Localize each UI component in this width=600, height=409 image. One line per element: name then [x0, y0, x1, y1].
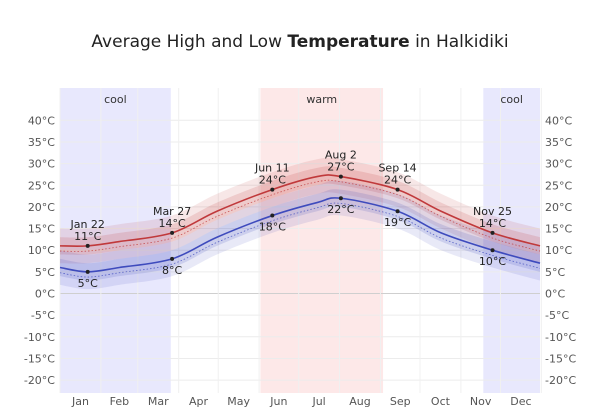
y-tick-label-right: -15°C — [545, 352, 576, 365]
annotation-point — [338, 196, 343, 201]
y-tick-label-left: -15°C — [24, 352, 55, 365]
chart-title-bold: Temperature — [287, 32, 410, 52]
annotation-point — [170, 256, 175, 261]
y-tick-label-left: -10°C — [24, 331, 55, 344]
annotation-date: Jun 11 — [254, 162, 290, 175]
annotation-point — [85, 269, 90, 274]
y-tick-label-right: 25°C — [545, 179, 572, 192]
y-tick-label-right: 5°C — [545, 266, 565, 279]
annotation-point — [170, 230, 175, 235]
annotation-point — [490, 230, 495, 235]
x-tick-label: May — [227, 395, 250, 408]
x-tick-label: Sep — [390, 395, 411, 408]
annotation-point — [490, 248, 495, 253]
season-band — [260, 88, 384, 393]
series-dotted-line — [59, 179, 541, 252]
y-tick-label-left: 35°C — [28, 136, 55, 149]
y-tick-label-right: 15°C — [545, 223, 572, 236]
y-tick-label-right: -5°C — [545, 309, 569, 322]
annotation-point — [270, 187, 275, 192]
y-tick-label-right: 35°C — [545, 136, 572, 149]
annotation-value: 10°C — [479, 255, 506, 268]
x-tick-label: Feb — [110, 395, 129, 408]
annotation-date: Mar 27 — [153, 205, 191, 218]
annotation-value: 14°C — [158, 217, 185, 230]
annotation-point — [395, 209, 400, 214]
x-tick-label: Aug — [349, 395, 370, 408]
annotation-date: Nov 25 — [473, 205, 512, 218]
y-tick-label-left: 30°C — [28, 158, 55, 171]
x-tick-label: Apr — [189, 395, 209, 408]
season-band — [483, 88, 540, 393]
season-band — [60, 88, 171, 393]
annotation-value: 22°C — [327, 203, 354, 216]
series-line — [59, 174, 541, 247]
season-label: cool — [500, 93, 523, 106]
chart-title-prefix: Average High and Low — [91, 32, 288, 52]
annotation-point — [270, 213, 275, 218]
annotation-point — [338, 174, 343, 179]
annotation-value: 19°C — [384, 216, 411, 229]
series-dotted-line — [59, 202, 541, 278]
y-tick-label-right: 20°C — [545, 201, 572, 214]
annotation-value: 11°C — [74, 230, 101, 243]
annotation-value: 5°C — [78, 277, 98, 290]
y-tick-label-left: 5°C — [35, 266, 55, 279]
annotation-date: Aug 2 — [325, 149, 357, 162]
season-label: cool — [104, 93, 127, 106]
y-tick-label-left: 20°C — [28, 201, 55, 214]
season-label: warm — [306, 93, 337, 106]
y-tick-label-right: -20°C — [545, 374, 576, 387]
x-tick-label: Jun — [269, 395, 287, 408]
annotation-value: 18°C — [259, 221, 286, 234]
percentile-band-outer — [60, 180, 540, 290]
x-tick-label: Dec — [510, 395, 531, 408]
y-tick-label-right: 0°C — [545, 288, 565, 301]
y-tick-label-left: 40°C — [28, 114, 55, 127]
chart-title-suffix: in Halkidiki — [409, 32, 509, 52]
y-tick-label-left: 15°C — [28, 223, 55, 236]
annotation-value: 8°C — [162, 264, 182, 277]
percentile-band-inner — [60, 189, 540, 281]
y-tick-label-left: 10°C — [28, 244, 55, 257]
y-tick-label-left: -20°C — [24, 374, 55, 387]
y-tick-label-right: 40°C — [545, 114, 572, 127]
annotation-date: Sep 14 — [378, 162, 416, 175]
y-tick-label-right: 30°C — [545, 158, 572, 171]
series-line — [59, 197, 541, 273]
annotation-value: 14°C — [479, 217, 506, 230]
annotation-value: 24°C — [384, 174, 411, 187]
y-tick-label-left: 0°C — [35, 288, 55, 301]
percentile-band-outer — [60, 157, 540, 264]
annotation-point — [85, 243, 90, 248]
y-tick-label-right: -10°C — [545, 331, 576, 344]
y-tick-label-right: 10°C — [545, 244, 572, 257]
chart-title: Average High and Low Temperature in Halk… — [0, 32, 600, 52]
x-tick-label: Oct — [431, 395, 451, 408]
percentile-band-inner — [60, 166, 540, 255]
x-tick-label: Jan — [71, 395, 89, 408]
annotation-value: 27°C — [327, 161, 354, 174]
x-tick-label: Nov — [470, 395, 492, 408]
y-tick-label-left: -5°C — [31, 309, 55, 322]
annotation-date: Jan 22 — [69, 218, 104, 231]
y-tick-label-left: 25°C — [28, 179, 55, 192]
x-tick-label: Jul — [311, 395, 325, 408]
annotation-point — [395, 187, 400, 192]
x-tick-label: Mar — [148, 395, 169, 408]
annotation-value: 24°C — [259, 174, 286, 187]
